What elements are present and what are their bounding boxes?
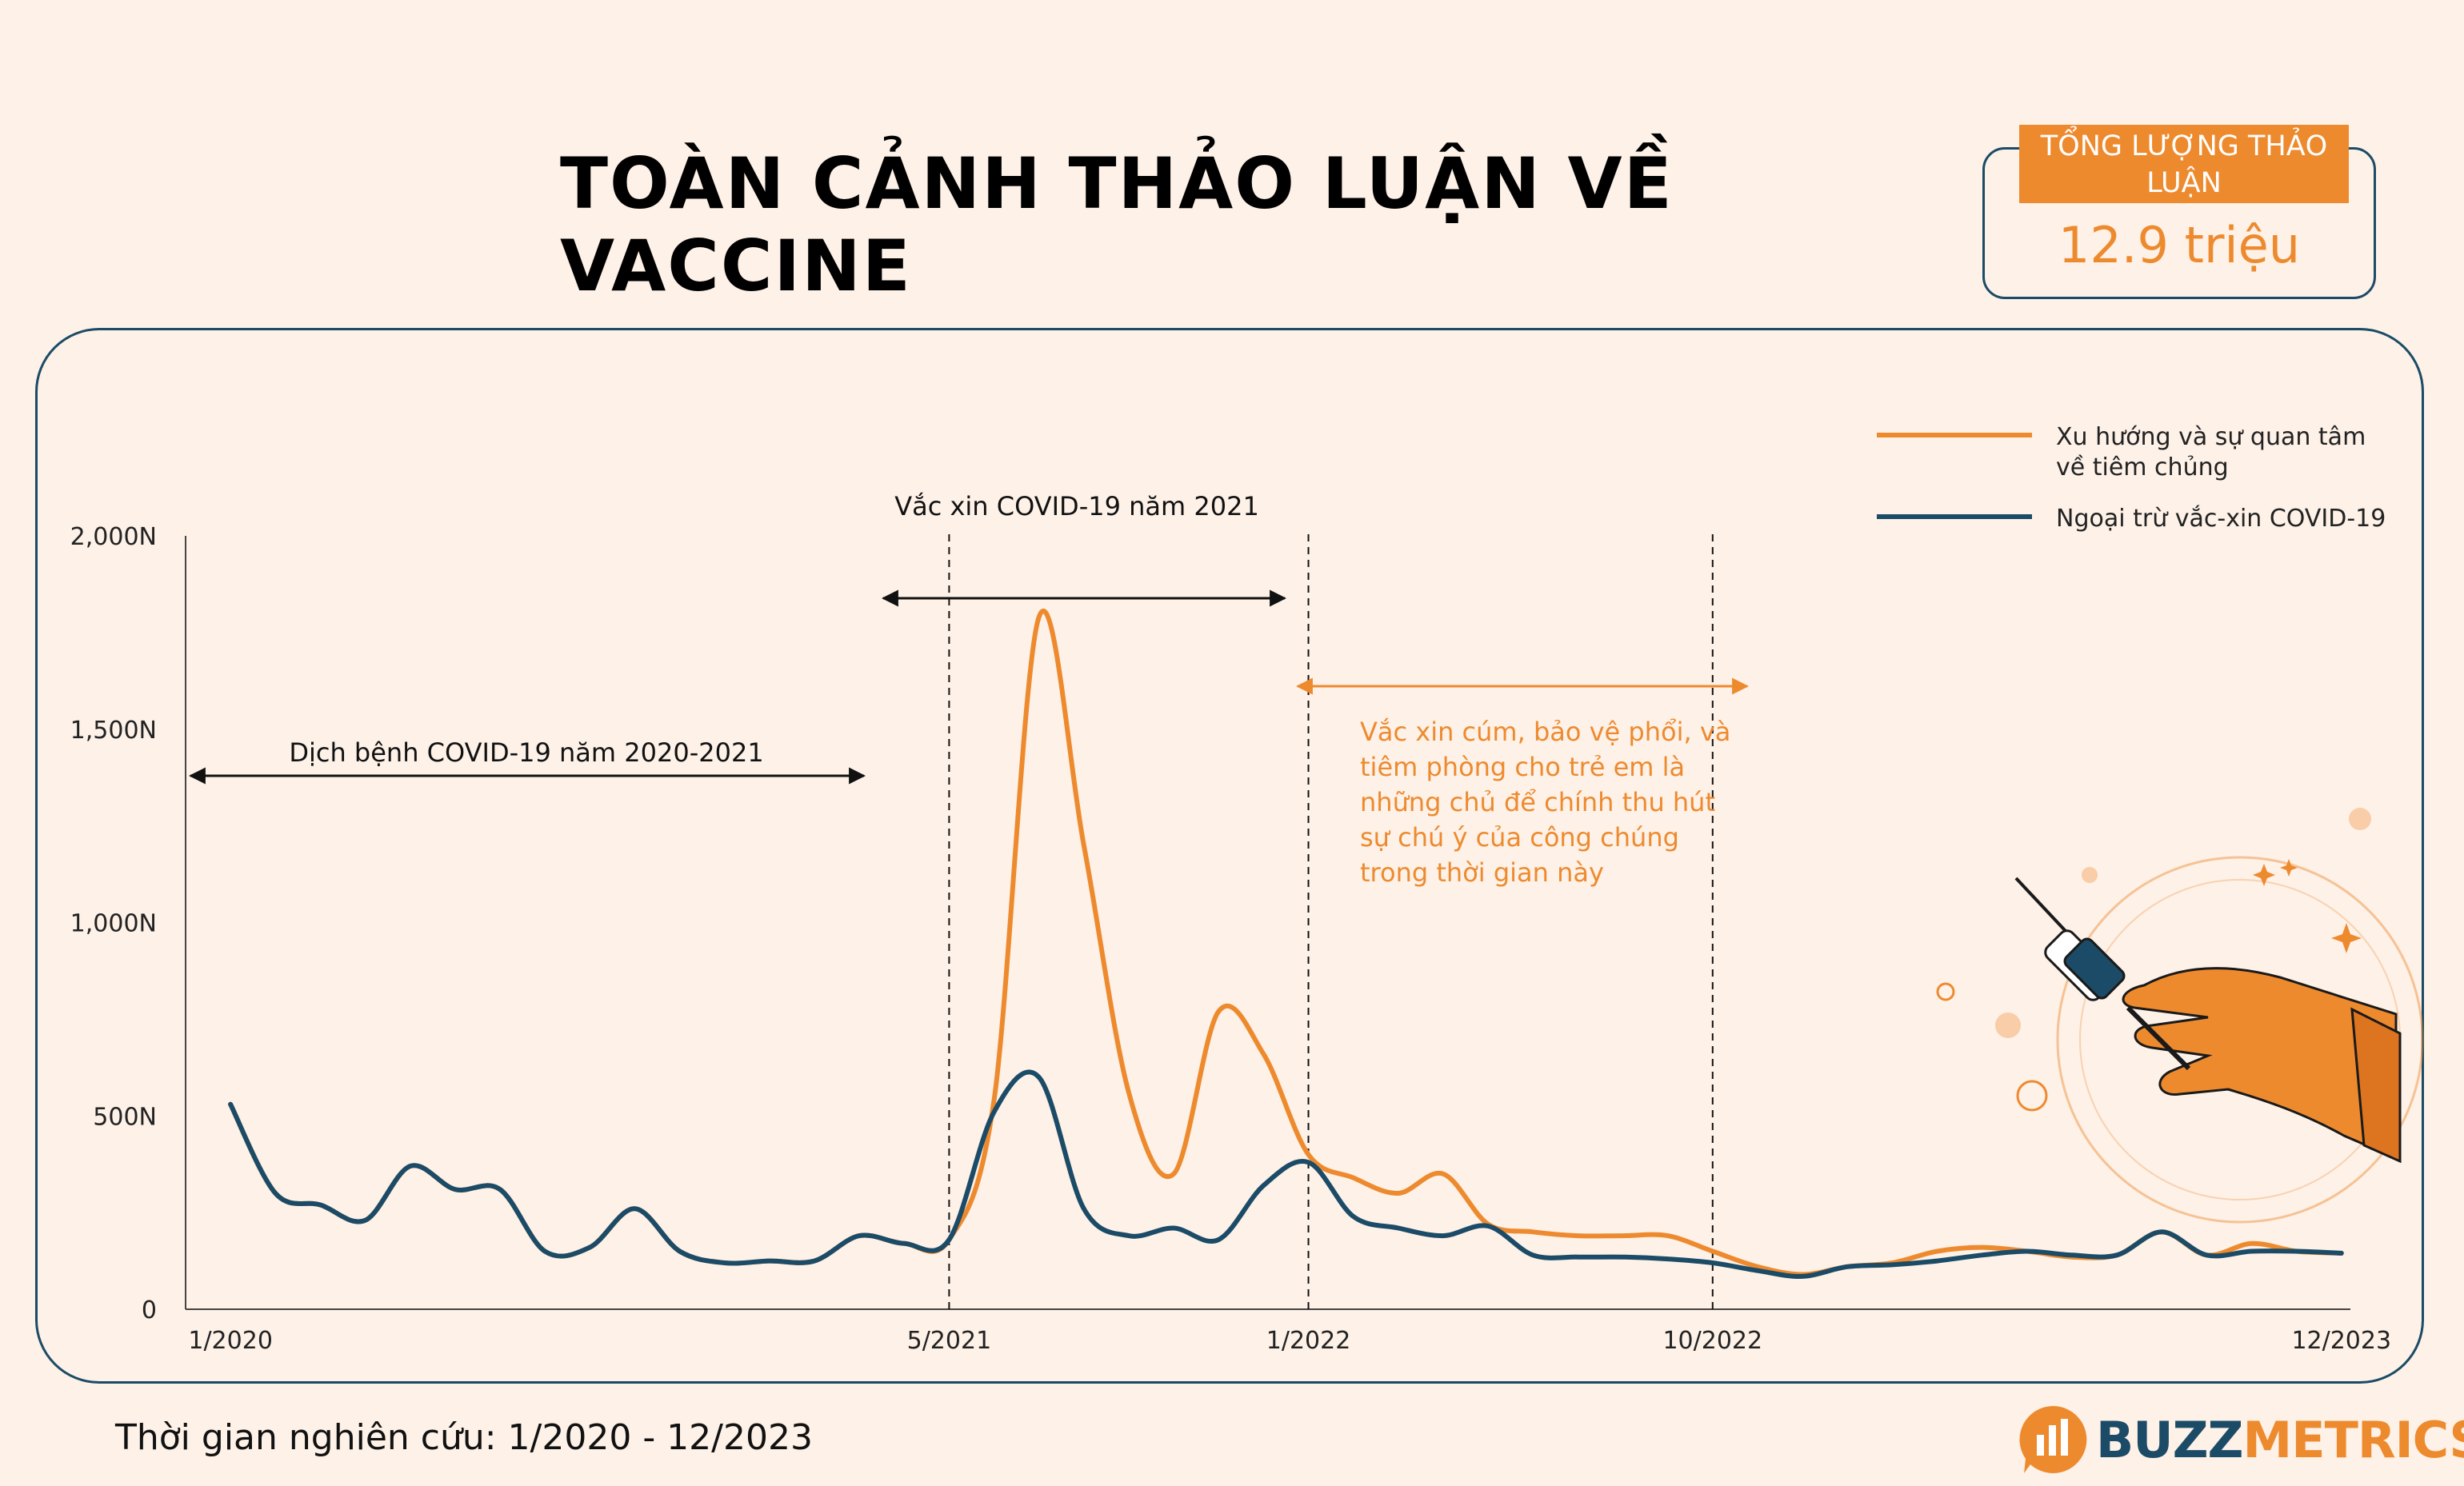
covid-2020-2021-label: Dịch bệnh COVID-19 năm 2020-2021 bbox=[289, 737, 763, 768]
bar-chart-logo-icon bbox=[2019, 1405, 2087, 1473]
buzzmetrics-logo: BUZZ METRICS bbox=[2016, 1403, 2464, 1476]
flu-note-line: tiêm phòng cho trẻ em là bbox=[1360, 752, 1685, 782]
flu-note-line: sự chú ý của công chúng bbox=[1360, 822, 1679, 853]
vaccine-hand-illustration bbox=[1936, 808, 2424, 1224]
flu-note-line: những chủ để chính thu hút bbox=[1360, 787, 1715, 817]
x-tick-label: 12/2023 bbox=[2291, 1327, 2391, 1355]
brand-buzz: BUZZ bbox=[2096, 1410, 2244, 1469]
page-title: TOÀN CẢNH THẢO LUẬN VỀ VACCINE bbox=[560, 142, 1674, 307]
legend-label: Xu hướng và sự quan tâm bbox=[2056, 423, 2366, 451]
flu-note-line: trong thời gian này bbox=[1360, 857, 1604, 888]
x-tick-label: 1/2022 bbox=[1266, 1327, 1351, 1355]
x-tick-label: 5/2021 bbox=[907, 1327, 992, 1355]
y-tick-label: 1,500N bbox=[70, 717, 157, 745]
y-tick-label: 500N bbox=[93, 1103, 157, 1131]
flu-note-line: Vắc xin cúm, bảo vệ phổi, và bbox=[1360, 717, 1730, 747]
series-line-vaccination-interest bbox=[228, 608, 2344, 1277]
study-period: Thời gian nghiên cứu: 1/2020 - 12/2023 bbox=[115, 1417, 813, 1458]
x-tick-label: 10/2022 bbox=[1662, 1327, 1762, 1355]
x-tick-label: 1/2020 bbox=[188, 1327, 273, 1355]
legend-label: về tiêm chủng bbox=[2056, 453, 2229, 481]
y-tick-label: 1,000N bbox=[70, 910, 157, 938]
y-tick-label: 2,000N bbox=[70, 523, 157, 551]
chart-panel bbox=[35, 328, 2424, 1384]
brand-metrics: METRICS bbox=[2242, 1410, 2464, 1469]
total-discussion-value: 12.9 triệu bbox=[2058, 216, 2301, 274]
legend-label: Ngoại trừ vắc-xin COVID-19 bbox=[2056, 505, 2386, 533]
covid-vaccine-2021-label: Vắc xin COVID-19 năm 2021 bbox=[894, 491, 1259, 521]
series-line-excluding-covid-vaccine bbox=[228, 1069, 2344, 1279]
y-tick-label: 0 bbox=[142, 1296, 157, 1324]
total-discussion-label: TỔNG LƯỢNG THẢO LUẬN bbox=[2019, 125, 2349, 203]
